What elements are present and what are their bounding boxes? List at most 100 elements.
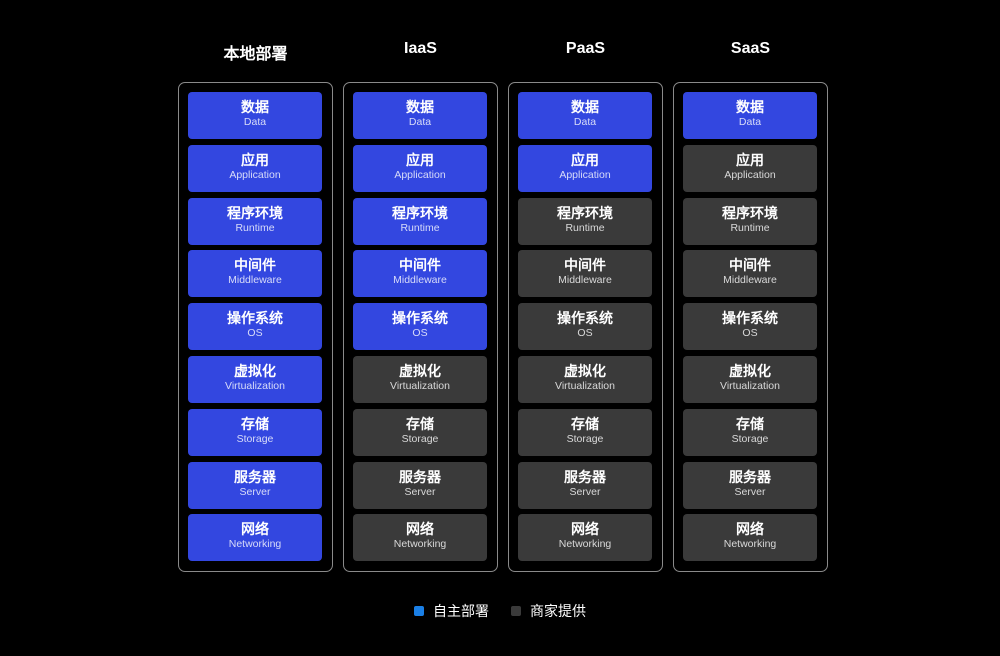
layer-name-en: Middleware [723,274,777,287]
layer-name-en: Runtime [565,221,605,234]
layer-name-zh: 程序环境 [557,204,613,221]
layer-name-zh: 网络 [736,521,764,538]
layer-card-vendor: 存储 Storage [518,408,652,456]
layer-name-zh: 中间件 [399,257,441,274]
layer-card-self: 网络 Networking [188,514,322,562]
layer-name-zh: 操作系统 [557,310,613,327]
layer-card-vendor: 存储 Storage [353,408,487,456]
layer-card-vendor: 服务器 Server [518,461,652,509]
layer-name-zh: 程序环境 [722,204,778,221]
layer-name-en: Server [404,485,436,498]
legend-label-self: 自主部署 [433,603,489,619]
layer-card-vendor: 程序环境 Runtime [683,197,817,245]
layer-name-zh: 虚拟化 [399,363,441,379]
layer-name-en: Storage [236,432,274,445]
layer-stack: 数据 Data 应用 Application 程序环境 Runtime 中间件 Middlew… [343,82,498,572]
layer-name-zh: 中间件 [729,257,771,274]
layer-name-en: Application [229,168,281,181]
legend-item-vendor: 商家提供 [511,601,586,621]
layer-name-zh: 存储 [571,415,599,432]
layer-name-en: Networking [723,538,777,551]
layer-name-zh: 存储 [406,415,434,432]
layer-name-zh: 网络 [571,521,599,538]
layer-stack: 数据 Data 应用 Application 程序环境 Runtime 中间件 Middlew… [178,82,333,572]
layer-name-en: Data [408,116,432,128]
layer-card-vendor: 虚拟化 Virtualization [518,356,652,403]
layer-name-zh: 操作系统 [227,310,283,327]
layer-name-zh: 应用 [406,151,434,168]
layer-name-en: Runtime [235,221,275,234]
column-title: IaaS [404,40,437,57]
layer-card-self: 数据 Data [683,92,817,139]
layer-card-self: 数据 Data [188,92,322,139]
layer-name-zh: 应用 [241,151,269,168]
layer-name-en: Data [243,116,267,128]
layer-name-zh: 存储 [736,415,764,432]
layer-name-zh: 虚拟化 [564,363,606,379]
layer-card-vendor: 中间件 Middleware [683,250,817,298]
layer-name-en: Data [738,116,762,128]
layer-card-vendor: 服务器 Server [353,461,487,509]
layer-card-vendor: 网络 Networking [683,514,817,562]
layer-name-en: OS [577,327,593,340]
layer-name-zh: 操作系统 [392,310,448,327]
layer-name-zh: 操作系统 [722,310,778,327]
layer-name-en: Server [239,485,271,498]
layer-card-self: 数据 Data [518,92,652,139]
layer-name-en: Runtime [400,221,440,234]
layer-card-vendor: 虚拟化 Virtualization [353,356,487,403]
layer-name-zh: 服务器 [564,468,606,485]
layer-name-zh: 服务器 [729,468,771,485]
layer-card-vendor: 网络 Networking [353,514,487,562]
layer-name-zh: 程序环境 [392,204,448,221]
layer-card-self: 存储 Storage [188,408,322,456]
legend-swatch-self [414,606,424,616]
legend-item-self: 自主部署 [414,601,489,621]
layer-card-self: 虚拟化 Virtualization [188,356,322,403]
layer-name-en: Storage [731,432,769,445]
layer-name-en: Virtualization [720,380,780,392]
layer-card-vendor: 操作系统 OS [683,303,817,351]
layer-card-self: 应用 Application [188,144,322,192]
layer-name-en: Networking [228,538,282,551]
layer-card-self: 操作系统 OS [353,303,487,351]
layer-card-self: 程序环境 Runtime [353,197,487,245]
layer-name-zh: 中间件 [564,257,606,274]
layer-card-vendor: 虚拟化 Virtualization [683,356,817,403]
layer-card-self: 应用 Application [353,144,487,192]
layer-name-en: Middleware [228,274,282,287]
layer-name-en: OS [247,327,263,340]
layer-name-zh: 程序环境 [227,204,283,221]
layer-name-en: OS [412,327,428,340]
layer-card-self: 应用 Application [518,144,652,192]
layer-name-zh: 虚拟化 [729,363,771,379]
layer-name-en: Virtualization [225,380,285,392]
legend-swatch-vendor [511,606,521,616]
layer-name-en: Networking [393,538,447,551]
column-title: 本地部署 [223,46,288,63]
layer-name-en: Virtualization [390,380,450,392]
layer-name-en: Networking [558,538,612,551]
layer-name-en: Runtime [730,221,770,234]
layer-card-vendor: 中间件 Middleware [518,250,652,298]
layer-card-self: 中间件 Middleware [188,250,322,298]
layer-card-self: 中间件 Middleware [353,250,487,298]
layer-name-zh: 中间件 [234,257,276,274]
layer-card-self: 数据 Data [353,92,487,139]
layer-card-vendor: 服务器 Server [683,461,817,509]
layer-card-vendor: 存储 Storage [683,408,817,456]
layer-name-zh: 应用 [736,151,764,168]
layer-name-en: Middleware [393,274,447,287]
layer-name-en: Application [724,168,776,181]
layer-name-zh: 应用 [571,151,599,168]
layer-name-en: Application [394,168,446,181]
layer-card-vendor: 网络 Networking [518,514,652,562]
layer-name-en: Server [569,485,601,498]
layer-name-zh: 存储 [241,415,269,432]
layer-card-vendor: 程序环境 Runtime [518,197,652,245]
column-title: SaaS [730,40,771,57]
layer-name-zh: 服务器 [234,468,276,485]
column-title: PaaS [565,40,606,57]
layer-name-zh: 数据 [736,99,764,115]
layer-name-zh: 网络 [406,521,434,538]
